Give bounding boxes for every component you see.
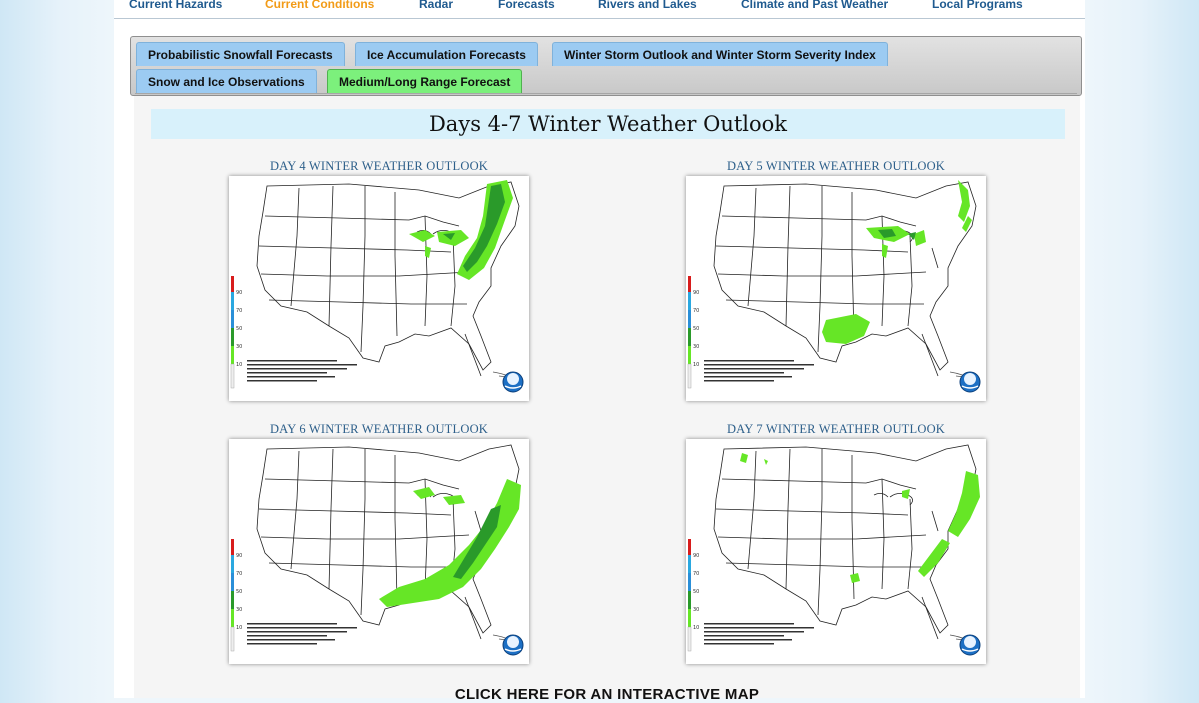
legend-label: 10 (236, 625, 242, 631)
nav-climate-and-past-weather[interactable]: Climate and Past Weather (741, 0, 889, 11)
nav-rivers-and-lakes[interactable]: Rivers and Lakes (598, 0, 697, 11)
legend-label: 50 (693, 326, 699, 332)
day4-map-image: 90 70 50 30 10 (230, 180, 524, 393)
legend-label: 10 (236, 362, 242, 368)
legend-label: 90 (236, 290, 242, 296)
legend-label: 50 (236, 326, 242, 332)
legend-label: 50 (693, 589, 699, 595)
legend-label: 30 (236, 607, 242, 613)
day7-title[interactable]: DAY 7 WINTER WEATHER OUTLOOK (726, 422, 946, 436)
legend-label: 30 (236, 344, 242, 350)
tab-content: Days 4-7 Winter Weather Outlook DAY 4 WI… (134, 96, 1080, 703)
day6-map[interactable]: 90 70 50 30 10 (229, 439, 529, 664)
tab-ice-accumulation[interactable]: Ice Accumulation Forecasts (355, 42, 538, 66)
nav-current-hazards[interactable]: Current Hazards (129, 0, 223, 11)
tab-winter-storm-outlook[interactable]: Winter Storm Outlook and Winter Storm Se… (552, 42, 888, 66)
legend-label: 70 (236, 571, 242, 577)
legend-label: 10 (693, 625, 699, 631)
day7-map[interactable]: 90 70 50 30 10 (686, 439, 986, 664)
day5-title[interactable]: DAY 5 WINTER WEATHER OUTLOOK (726, 159, 946, 173)
legend-label: 50 (236, 589, 242, 595)
day4-title[interactable]: DAY 4 WINTER WEATHER OUTLOOK (269, 159, 489, 173)
legend-label: 30 (693, 607, 699, 613)
nav-radar[interactable]: Radar (419, 0, 454, 11)
day6-title[interactable]: DAY 6 WINTER WEATHER OUTLOOK (269, 422, 489, 436)
legend-label: 90 (236, 553, 242, 559)
nav-current-conditions[interactable]: Current Conditions (265, 0, 375, 11)
forecast-tabs: Probabilistic Snowfall Forecasts Ice Acc… (130, 36, 1082, 96)
day6-map-image: 90 70 50 30 10 (230, 444, 524, 656)
tabs-underline (135, 93, 1077, 94)
nav-forecasts[interactable]: Forecasts (498, 0, 555, 11)
interactive-map-link[interactable]: CLICK HERE FOR AN INTERACTIVE MAP (454, 686, 760, 703)
page-title: Days 4-7 Winter Weather Outlook (151, 109, 1065, 139)
day5-map-image: 90 70 50 30 10 (687, 180, 981, 393)
legend-label: 90 (693, 553, 699, 559)
legend-label: 70 (693, 308, 699, 314)
day5-map[interactable]: 90 70 50 30 10 (686, 176, 986, 401)
legend-label: 30 (693, 344, 699, 350)
nav-local-programs[interactable]: Local Programs (932, 0, 1023, 11)
tab-probabilistic-snowfall[interactable]: Probabilistic Snowfall Forecasts (136, 42, 345, 66)
page-container: Current Hazards Current Conditions Radar… (114, 0, 1085, 703)
day4-map[interactable]: 90 70 50 30 10 (229, 176, 529, 401)
top-navigation: Current Hazards Current Conditions Radar… (114, 0, 1085, 19)
day7-map-image: 90 70 50 30 10 (687, 444, 981, 656)
legend-label: 70 (693, 571, 699, 577)
tab-snow-ice-observations[interactable]: Snow and Ice Observations (136, 69, 317, 93)
tab-medium-long-range[interactable]: Medium/Long Range Forecast (327, 69, 523, 93)
legend-label: 70 (236, 308, 242, 314)
legend-label: 10 (693, 362, 699, 368)
legend-label: 90 (693, 290, 699, 296)
